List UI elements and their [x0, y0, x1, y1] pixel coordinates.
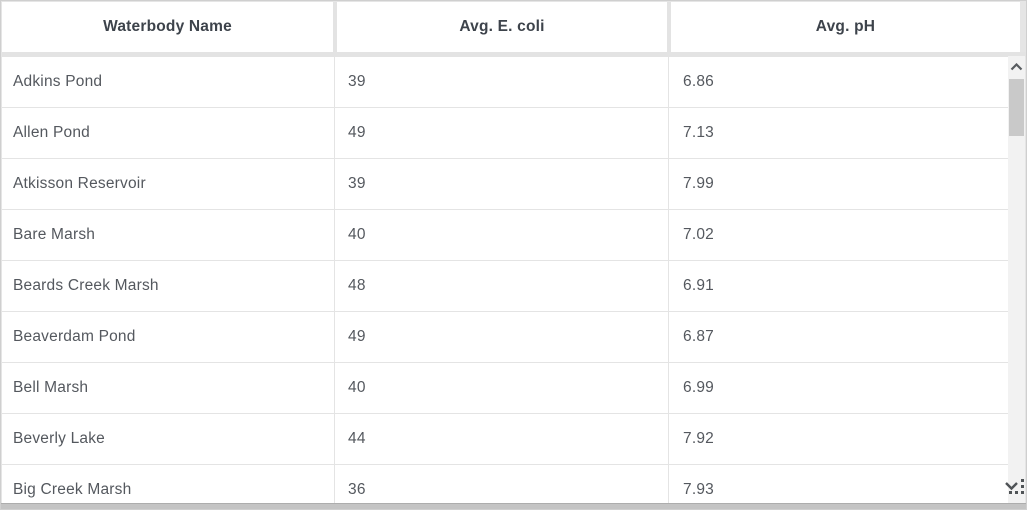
cell-avg-ph: 6.86 [683, 73, 714, 90]
cell-avg-ecoli: 36 [335, 465, 669, 509]
cell-avg-ph: 6.99 [683, 379, 714, 396]
column-header-waterbody-name[interactable]: Waterbody Name [2, 2, 333, 52]
cell-avg-ph: 6.87 [683, 328, 714, 345]
cell-waterbody-name: Beverly Lake [2, 414, 335, 464]
column-header-avg-ecoli[interactable]: Avg. E. coli [337, 2, 667, 52]
table-row[interactable]: Big Creek Marsh 36 7.93 [2, 465, 1008, 509]
table-row[interactable]: Allen Pond 49 7.13 [2, 108, 1008, 159]
widget-bottom-edge [1, 503, 1026, 509]
scroll-up-button[interactable] [1008, 56, 1025, 78]
chevron-up-icon [1010, 58, 1023, 76]
cell-waterbody-name: Beaverdam Pond [2, 312, 335, 362]
cell-avg-ecoli: 39 [335, 57, 669, 107]
cell-avg-ph: 7.92 [683, 430, 714, 447]
cell-avg-ecoli: 40 [335, 363, 669, 413]
table-row[interactable]: Beverly Lake 44 7.92 [2, 414, 1008, 465]
cell-avg-ecoli: 44 [335, 414, 669, 464]
cell-avg-ecoli: 39 [335, 159, 669, 209]
cell-avg-ecoli: 40 [335, 210, 669, 260]
cell-waterbody-name: Atkisson Reservoir [2, 159, 335, 209]
cell-avg-ph: 7.99 [683, 175, 714, 192]
table-row[interactable]: Adkins Pond 39 6.86 [2, 57, 1008, 108]
chevron-down-grip-icon [1004, 476, 1026, 501]
cell-waterbody-name: Bell Marsh [2, 363, 335, 413]
cell-avg-ph: 7.13 [683, 124, 714, 141]
cell-avg-ecoli: 49 [335, 312, 669, 362]
cell-avg-ecoli: 49 [335, 108, 669, 158]
table-row[interactable]: Atkisson Reservoir 39 7.99 [2, 159, 1008, 210]
table-row[interactable]: Beaverdam Pond 49 6.87 [2, 312, 1008, 363]
vertical-scrollbar[interactable] [1005, 56, 1025, 505]
cell-avg-ph: 7.02 [683, 226, 714, 243]
cell-avg-ph: 6.91 [683, 277, 714, 294]
cell-waterbody-name: Beards Creek Marsh [2, 261, 335, 311]
scrollbar-thumb[interactable] [1009, 79, 1024, 136]
table-row[interactable]: Bell Marsh 40 6.99 [2, 363, 1008, 414]
cell-waterbody-name: Allen Pond [2, 108, 335, 158]
cell-waterbody-name: Bare Marsh [2, 210, 335, 260]
cell-avg-ecoli: 48 [335, 261, 669, 311]
table-row[interactable]: Beards Creek Marsh 48 6.91 [2, 261, 1008, 312]
cell-waterbody-name: Adkins Pond [2, 57, 335, 107]
table-body: Adkins Pond 39 6.86 Allen Pond 49 7.13 A… [2, 57, 1008, 509]
table-row[interactable]: Bare Marsh 40 7.02 [2, 210, 1008, 261]
table-header: Waterbody Name Avg. E. coli Avg. pH [2, 2, 1020, 52]
cell-avg-ph: 7.93 [683, 481, 714, 498]
header-separator [2, 52, 1026, 57]
cell-waterbody-name: Big Creek Marsh [2, 465, 335, 509]
scroll-down-button[interactable] [1004, 479, 1026, 501]
column-header-avg-ph[interactable]: Avg. pH [671, 2, 1020, 52]
